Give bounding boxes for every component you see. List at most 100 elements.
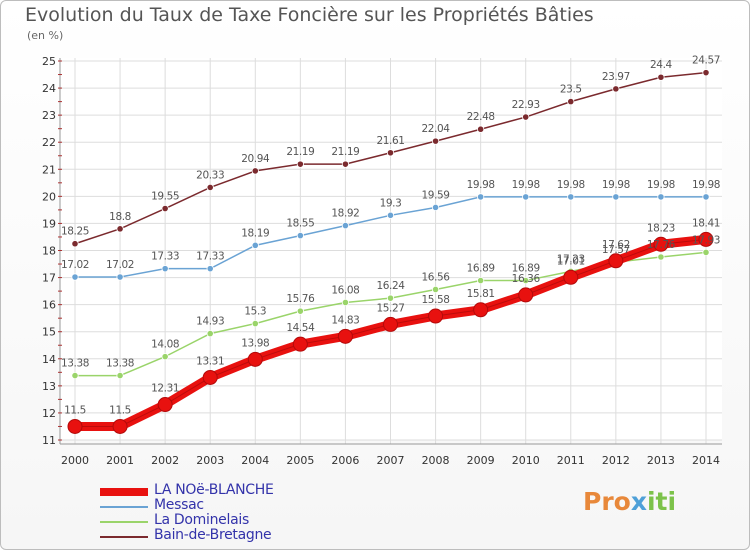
x-tick-label: 2006 — [331, 454, 359, 467]
series-point-bain-de-bretagne — [251, 167, 259, 175]
series-point-la-no-blanche — [653, 236, 669, 252]
legend-label-la-dominelais: La Dominelais — [154, 512, 249, 528]
data-label-bain-de-bretagne: 24.57 — [692, 55, 720, 67]
series-point-bain-de-bretagne — [522, 113, 530, 121]
data-label-bain-de-bretagne: 22.48 — [467, 111, 495, 123]
series-point-la-dominelais — [206, 330, 214, 338]
y-tick-label: 24 — [42, 82, 56, 95]
data-label-bain-de-bretagne: 18.8 — [109, 211, 131, 223]
data-label-la-no-blanche: 15.58 — [422, 294, 450, 306]
series-point-bain-de-bretagne — [161, 204, 169, 213]
x-tick-label: 2012 — [602, 454, 630, 467]
series-point-messac — [161, 265, 169, 273]
data-label-bain-de-bretagne: 22.04 — [422, 123, 451, 135]
proxiti-logo: Proxiti — [583, 487, 677, 516]
series-point-la-dominelais — [431, 285, 440, 294]
data-label-la-dominelais: 15.76 — [286, 293, 315, 305]
data-label-la-no-blanche: 14.54 — [286, 322, 315, 334]
data-label-messac: 18.19 — [241, 227, 269, 239]
series-point-la-dominelais — [341, 298, 350, 307]
legend-swatch-la-dominelais — [100, 521, 148, 523]
data-label-la-dominelais: 16.56 — [422, 271, 451, 283]
series-point-la-no-blanche — [112, 418, 128, 434]
series-point-la-no-blanche — [563, 269, 579, 285]
data-label-la-no-blanche: 18.23 — [647, 222, 675, 234]
legend-swatch-bain-de-bretagne — [100, 536, 148, 538]
data-label-la-dominelais: 17.93 — [692, 234, 720, 246]
series-point-bain-de-bretagne — [386, 149, 395, 157]
x-tick-label: 2014 — [692, 454, 720, 467]
series-point-la-dominelais — [71, 371, 79, 380]
grid-layer — [60, 58, 722, 444]
x-tick-label: 2009 — [467, 454, 495, 467]
data-label-bain-de-bretagne: 22.93 — [512, 99, 540, 111]
series-point-messac — [612, 193, 620, 201]
data-label-la-no-blanche: 17.62 — [602, 239, 630, 251]
series-point-bain-de-bretagne — [431, 137, 440, 145]
data-label-messac: 17.02 — [61, 259, 89, 271]
data-label-la-dominelais: 16.24 — [376, 280, 405, 292]
data-label-messac: 19.98 — [512, 179, 540, 191]
data-label-la-dominelais: 14.08 — [151, 339, 179, 351]
series-point-messac — [251, 241, 259, 249]
series-point-messac — [206, 265, 214, 273]
data-label-la-dominelais: 17.57 — [602, 244, 630, 256]
series-point-la-no-blanche — [202, 369, 218, 385]
series-point-la-dominelais — [116, 371, 124, 380]
y-tick-label: 22 — [42, 136, 56, 149]
y-tick-label: 25 — [42, 55, 56, 68]
data-label-messac: 17.33 — [151, 251, 179, 263]
data-label-bain-de-bretagne: 21.61 — [376, 135, 404, 147]
data-label-messac: 19.98 — [557, 179, 585, 191]
data-label-la-dominelais: 16.89 — [467, 263, 495, 275]
series-point-la-no-blanche — [428, 308, 444, 324]
data-label-bain-de-bretagne: 24.4 — [650, 59, 672, 71]
series-point-la-dominelais — [477, 276, 485, 285]
series-point-bain-de-bretagne — [71, 240, 79, 248]
data-label-la-no-blanche: 11.5 — [64, 404, 86, 416]
data-label-la-dominelais: 16.08 — [331, 284, 359, 296]
data-label-la-no-blanche: 18.41 — [692, 217, 720, 229]
series-point-bain-de-bretagne — [657, 73, 665, 81]
data-label-la-dominelais: 13.38 — [61, 358, 89, 370]
data-label-la-dominelais: 17.23 — [557, 253, 585, 265]
y-tick-label: 14 — [42, 353, 56, 366]
y-tick-label: 16 — [42, 299, 56, 312]
data-label-messac: 19.98 — [467, 179, 495, 191]
x-tick-label: 2002 — [151, 454, 179, 467]
y-tick-label: 15 — [42, 326, 56, 339]
data-label-bain-de-bretagne: 23.5 — [560, 84, 582, 96]
data-label-bain-de-bretagne: 21.19 — [286, 146, 314, 158]
series-point-messac — [116, 273, 124, 281]
series-point-bain-de-bretagne — [116, 225, 124, 233]
legend-label-la-noe-blanche: LA NOë-BLANCHE — [154, 482, 274, 498]
series-point-messac — [477, 193, 485, 201]
series-point-la-dominelais — [702, 248, 710, 256]
series-point-messac — [657, 193, 665, 201]
data-label-messac: 18.92 — [331, 208, 359, 220]
series-point-messac — [341, 221, 350, 230]
data-label-la-dominelais: 14.93 — [196, 316, 224, 328]
data-label-la-dominelais: 17.76 — [647, 239, 676, 251]
data-label-messac: 19.59 — [422, 189, 450, 201]
data-label-la-no-blanche: 16.36 — [512, 273, 541, 285]
data-label-la-no-blanche: 15.27 — [376, 302, 404, 314]
data-label-bain-de-bretagne: 23.97 — [602, 71, 630, 83]
legend-swatch-la-noe-blanche — [100, 488, 148, 496]
series-point-la-no-blanche — [67, 418, 83, 434]
data-label-la-dominelais: 13.38 — [106, 358, 134, 370]
x-tick-label: 2008 — [422, 454, 450, 467]
data-label-bain-de-bretagne: 20.94 — [241, 153, 270, 165]
series-point-bain-de-bretagne — [567, 98, 575, 106]
data-label-messac: 17.02 — [106, 259, 134, 271]
y-tick-label: 20 — [42, 190, 56, 203]
data-label-messac: 19.98 — [692, 179, 720, 191]
series-point-messac — [431, 203, 440, 212]
y-tick-label: 12 — [42, 407, 56, 420]
series-point-bain-de-bretagne — [206, 183, 214, 192]
y-tick-label: 23 — [42, 109, 56, 122]
y-tick-label: 17 — [42, 272, 56, 285]
series-point-messac — [702, 193, 710, 201]
x-tick-label: 2011 — [557, 454, 585, 467]
series-point-la-no-blanche — [247, 351, 263, 367]
